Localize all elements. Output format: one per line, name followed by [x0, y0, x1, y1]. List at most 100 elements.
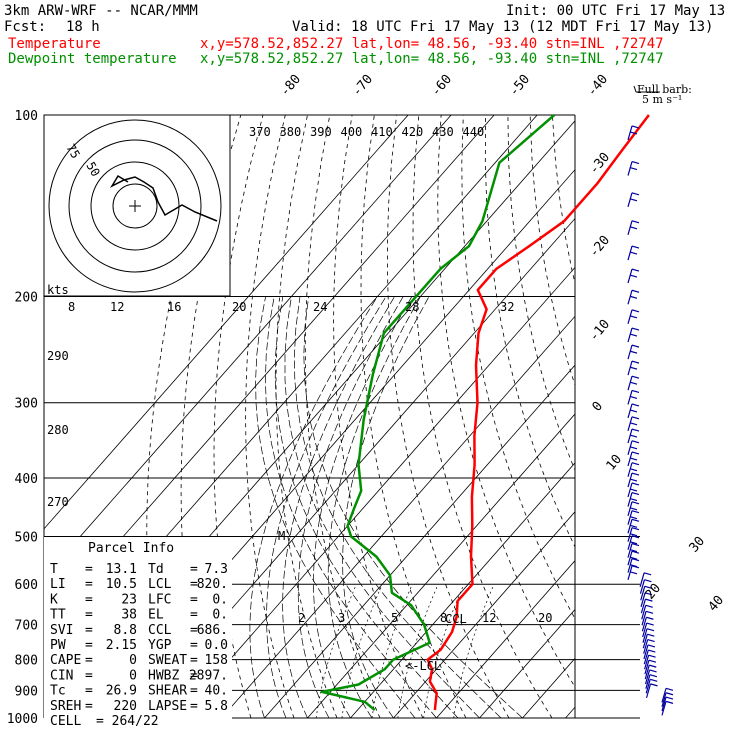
- parcel-param-value: 158: [205, 653, 228, 668]
- parcel-equals: =: [190, 562, 198, 577]
- forecast-hour: 18 h: [66, 19, 100, 35]
- parcel-equals: =: [190, 699, 198, 714]
- mixing-ratio-line: [423, 584, 465, 718]
- pressure-tick-label: 800: [15, 654, 38, 669]
- temperature-location: x,y=578.52,852.27 lat,lon= 48.56, -93.40…: [200, 36, 664, 52]
- parcel-param-value: 23: [121, 592, 137, 607]
- parcel-param-value: 40.: [205, 684, 228, 699]
- dewpoint-legend: Dewpoint temperature: [8, 51, 177, 67]
- barb-key-icon: [633, 85, 660, 93]
- lcl-marker: <-LCL: [405, 659, 441, 673]
- wind-barb-flag: [631, 491, 640, 496]
- wind-barb-flag: [629, 488, 638, 492]
- wind-barb: [627, 482, 640, 498]
- parcel-param-name: T: [50, 562, 58, 577]
- wind-barb-staff: [627, 403, 633, 419]
- moist-adiabat: [297, 296, 404, 718]
- isotherm-label: 0: [590, 399, 607, 415]
- wind-barb-staff: [640, 586, 646, 601]
- isotherm-label: 40: [706, 593, 728, 615]
- wind-barb-flag: [629, 497, 638, 502]
- wind-barb: [642, 622, 654, 638]
- parcel-equals: =: [190, 638, 198, 653]
- moist-adiabat: [327, 296, 421, 718]
- wind-barb-flag: [644, 592, 653, 596]
- ccl-marker: CCL: [445, 612, 467, 626]
- dry-adiabat: [597, 115, 740, 718]
- wind-barb-flag: [631, 558, 640, 562]
- wind-barb: [627, 510, 640, 525]
- wind-barb-flag: [631, 289, 640, 293]
- wind-barb-staff: [661, 701, 667, 716]
- hodograph-speed-label: 16: [167, 300, 181, 314]
- wind-barb-staff: [627, 551, 633, 566]
- wind-barb-flag: [650, 678, 658, 682]
- wind-barb-staff: [627, 565, 633, 580]
- wind-barb-flag: [645, 604, 653, 608]
- wind-barb-flag: [631, 327, 640, 331]
- parcel-param-name: K: [50, 592, 58, 607]
- wind-barb-flag: [649, 664, 657, 668]
- dry-adiabat: [386, 115, 510, 718]
- parcel-box-bg: [44, 537, 232, 727]
- parcel-param-name: SVI: [50, 623, 73, 638]
- wind-barb-flag: [665, 692, 674, 696]
- pressure-tick-label: 700: [15, 619, 38, 634]
- isotherm-label: -30: [587, 150, 614, 178]
- dry-adiabat: [708, 115, 740, 718]
- isotherm-label: -70: [350, 72, 377, 100]
- dry-adiabat: [686, 115, 740, 718]
- dry-adiabat: [664, 115, 740, 718]
- wind-barb-flag: [631, 527, 640, 531]
- wind-barb: [641, 610, 654, 626]
- wind-barb-flag: [629, 295, 638, 299]
- wind-barb-flag: [631, 344, 640, 348]
- moist-adiabat: [265, 296, 437, 718]
- wind-barb: [661, 696, 674, 712]
- wind-barb: [644, 669, 657, 685]
- wind-barb-staff: [627, 543, 633, 558]
- wind-barb: [627, 543, 640, 558]
- wind-barb: [644, 664, 657, 680]
- wind-barb-staff: [627, 472, 633, 488]
- parcel-param-name: SWEAT: [148, 653, 187, 668]
- wind-barb-flag: [631, 309, 640, 313]
- wind-barb-staff: [644, 655, 650, 670]
- wind-barb-staff: [640, 592, 646, 607]
- wind-barb: [627, 472, 640, 488]
- dry-adiabat: [245, 115, 295, 718]
- wind-barb-staff: [627, 462, 633, 477]
- isotherm-line: [436, 560, 575, 718]
- parcel-param-name: TT: [50, 608, 66, 623]
- parcel-param-value: 7.3: [205, 562, 228, 577]
- theta-label: 400: [341, 125, 363, 139]
- parcel-param-value: 0.: [212, 592, 228, 607]
- sounding-profiles: [320, 114, 650, 711]
- wind-barb: [639, 579, 652, 594]
- parcel-param-name: LCL: [148, 577, 172, 592]
- wind-barb-flag: [631, 416, 640, 420]
- dry-adiabat: [619, 115, 740, 718]
- wind-barb-flag: [629, 395, 638, 400]
- parcel-param-value: 10.5: [106, 577, 137, 592]
- wind-barb-flag: [629, 564, 638, 568]
- wind-barb-staff: [627, 527, 633, 542]
- wind-barb-staff: [641, 617, 647, 632]
- wind-barb-flag: [631, 360, 640, 364]
- parcel-equals: =: [85, 638, 93, 653]
- wind-barb-staff: [645, 679, 651, 694]
- wind-barb-flag: [650, 683, 658, 687]
- wind-barb-flag: [629, 251, 638, 255]
- wind-barb-flag: [647, 639, 655, 643]
- wind-barb-staff: [642, 634, 648, 649]
- wind-barb-flag: [644, 585, 652, 589]
- isotherm-label: -40: [585, 72, 612, 100]
- wind-barb: [627, 416, 640, 431]
- dry-adiabat: [304, 115, 381, 718]
- hodograph-ring-label: 75: [63, 142, 82, 162]
- wind-barb-flag: [631, 403, 640, 407]
- theta-label: 440: [463, 125, 485, 139]
- pressure-tick-label: 300: [15, 397, 38, 412]
